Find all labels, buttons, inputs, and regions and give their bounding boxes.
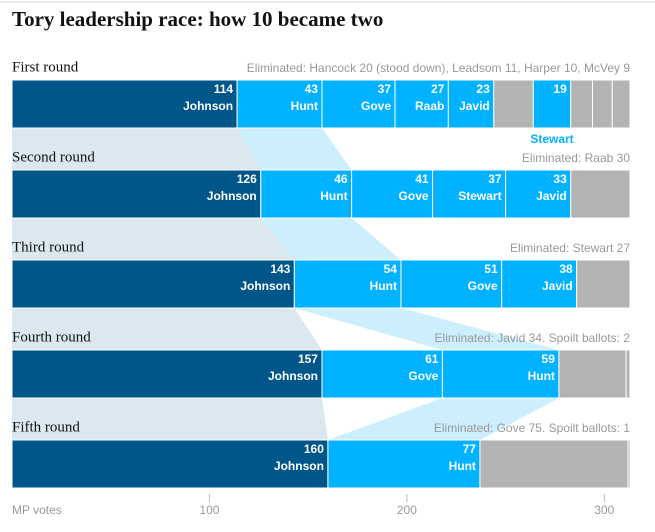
chart-title: Tory leadership race: how 10 became two [12,7,383,31]
round-label: Fifth round [12,419,80,435]
bar-segment [441,349,560,399]
segment-name: Raab [415,99,444,113]
segment-value: 114 [214,82,234,96]
segment-name: Javid [542,279,573,293]
segment-value: 61 [425,352,439,366]
segment-name: Johnson [207,189,257,203]
segment-name: Johnson [268,369,318,383]
segment-value: 46 [334,172,348,186]
bar-segment [625,349,631,399]
segment-name: Javid [459,99,490,113]
bar-segment [293,259,402,309]
bar-segment [591,79,613,129]
flow [294,308,559,350]
bar-segment [493,79,534,129]
segment-name: Stewart [530,132,573,146]
segment-value: 160 [304,442,324,456]
bar-segment [479,439,629,489]
bar-segment [501,259,578,309]
segment-value: 54 [384,262,398,276]
flow [12,218,295,260]
segment-name: Johnson [274,459,324,473]
bar-segment [570,79,593,129]
flow [12,398,328,440]
segment-value: 143 [270,262,290,276]
segment-name: Johnson [240,279,290,293]
bar-segment [351,169,434,219]
segment-value: 59 [542,352,556,366]
round-label: Fourth round [12,329,91,345]
segment-name: Gove [408,369,438,383]
segment-name: Gove [468,279,498,293]
segment-value: 27 [431,82,445,96]
bar-segment [432,169,507,219]
segment-value: 37 [488,172,502,186]
eliminated-note: Eliminated: Hancock 20 (stood down), Lea… [247,61,631,75]
eliminated-note: Eliminated: Stewart 27 [510,241,630,255]
round-label: Third round [12,239,85,255]
segment-value: 51 [484,262,498,276]
segment-value: 33 [553,172,567,186]
segment-name: Hunt [370,279,397,293]
segment-value: 19 [553,82,567,96]
x-tick-label: 100 [199,503,219,517]
x-tick-label: 300 [594,503,614,517]
bar-segment [611,79,631,129]
segment-value: 126 [237,172,257,186]
bar-segment [505,169,572,219]
x-tick-label: 200 [397,503,417,517]
segment-value: 77 [463,442,477,456]
bar-segment [327,439,481,489]
bar-segment [11,79,238,129]
segment-value: 41 [415,172,429,186]
segment-value: 23 [476,82,490,96]
segment-value: 43 [305,82,319,96]
segment-name: Stewart [458,189,501,203]
flow [260,218,401,260]
bar-segment [321,349,443,399]
segment-name: Javid [536,189,567,203]
x-axis-label: MP votes [12,503,62,517]
flow [12,308,322,350]
bar-segment [570,169,631,219]
bar-segment [11,169,262,219]
bar-segment [394,79,449,129]
bar-segment [321,79,396,129]
segment-value: 37 [378,82,392,96]
eliminated-note: Eliminated: Gove 75. Spoilt ballots: 1 [434,421,630,435]
segment-value: 38 [559,262,573,276]
bar-segment [627,439,631,489]
round-label: Second round [12,149,95,165]
bar-segment [11,259,295,309]
bar-segment [11,349,323,399]
segment-value: 157 [298,352,318,366]
eliminated-note: Eliminated: Javid 34. Spoilt ballots: 2 [435,331,631,345]
segment-name: Hunt [449,459,476,473]
bar-segment [558,349,627,399]
segment-name: Johnson [183,99,233,113]
flow [237,128,352,170]
segment-name: Hunt [320,189,347,203]
bar-segment [576,259,631,309]
flow [327,398,559,440]
round-label: First round [12,59,79,75]
bar-segment [236,79,323,129]
segment-name: Gove [361,99,391,113]
eliminated-note: Eliminated: Raab 30 [522,151,630,165]
segment-name: Hunt [528,369,555,383]
flow [12,128,261,170]
bar-segment [11,439,329,489]
segment-name: Gove [399,189,429,203]
bar-segment [400,259,503,309]
segment-name: Hunt [291,99,318,113]
